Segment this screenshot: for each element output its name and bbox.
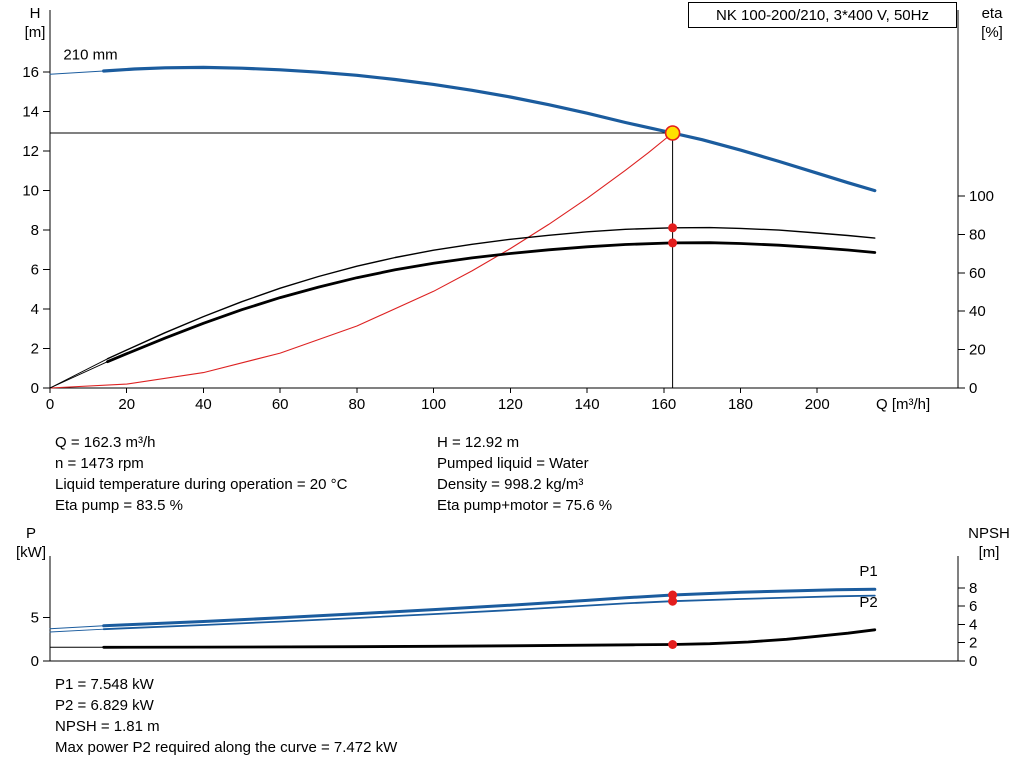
h-axis-symbol: H [29,5,41,22]
npsh-marker [668,640,678,649]
right-axis-tick-label: 0 [969,653,977,670]
duty-point-marker [664,125,681,141]
impeller-diameter-label: 210 mm [63,46,117,63]
head-210mm-curve [102,65,877,193]
result-max-power: Max power P2 required along the curve = … [55,739,398,756]
x-axis-tick-label: 100 [421,396,446,413]
duty-results-col2: H = 12.92 m Pumped liquid = Water Densit… [437,432,612,516]
result-eta-pump-motor: Eta pump+motor = 75.6 % [437,497,613,514]
x-axis-tick-label: 160 [651,396,676,413]
result-flow: Q = 162.3 m³/h [55,434,156,451]
eta-pump-curve [106,226,876,360]
p-axis-label: P [kW] [8,524,54,562]
x-axis-tick-label: 40 [195,396,212,413]
eta-pump-motor-curve [106,241,877,364]
right-axis-tick-label: 6 [969,598,977,615]
left-axis-tick-label: 12 [22,143,39,160]
p1-curve [102,587,877,628]
x-axis-tick-label: 60 [272,396,289,413]
left-axis-tick-label: 16 [22,64,39,81]
left-axis-tick-label: 14 [22,104,39,121]
left-axis-tick-label: 5 [31,609,39,626]
left-axis-tick-label: 4 [31,301,39,318]
right-axis-tick-label: 0 [969,380,977,397]
result-p2: P2 = 6.829 kW [55,697,154,714]
result-density: Density = 998.2 kg/m³ [437,476,584,493]
p2-curve [102,594,876,631]
left-axis-tick-label: 2 [31,341,39,358]
npsh-axis-unit: [m] [978,544,1000,561]
p2-leadin [49,628,105,633]
result-p1: P1 = 7.548 kW [55,676,154,693]
left-axis-tick-label: 0 [31,653,39,670]
x-axis-tick-label: 140 [575,396,600,413]
pump-title-box: NK 100-200/210, 3*400 V, 50Hz [688,2,957,28]
eta-pump-motor-marker [668,238,678,248]
result-pumped-liquid: Pumped liquid = Water [437,455,589,472]
p2-marker [668,596,678,606]
q-axis-unit-label: Q [m³/h] [876,396,931,413]
system-curve [49,132,674,389]
x-axis-tick-label: 0 [46,396,54,413]
eta-pump-marker [668,223,678,233]
left-axis-tick-label: 10 [22,183,39,200]
npsh-axis-symbol: NPSH [968,525,1010,542]
right-axis-tick-label: 8 [969,580,977,597]
duty-results-col1: Q = 162.3 m³/h n = 1473 rpm Liquid tempe… [55,432,347,516]
right-axis-tick-label: 60 [969,265,986,282]
power-results: P1 = 7.548 kW P2 = 6.829 kW NPSH = 1.81 … [55,674,397,758]
left-axis-tick-label: 8 [31,222,39,239]
x-axis-tick-label: 120 [498,396,523,413]
x-axis-tick-label: 20 [118,396,135,413]
p2-curve-label: P2 [859,594,877,611]
right-axis-tick-label: 2 [969,635,977,652]
h-axis-unit: [m] [24,24,46,41]
npsh-curve [102,628,877,649]
eta-pump-motor-leadin [49,361,108,389]
right-axis-tick-label: 100 [969,188,994,205]
x-axis-tick-label: 180 [728,396,753,413]
result-liquid-temperature: Liquid temperature during operation = 20… [55,476,348,493]
right-axis-tick-label: 20 [969,342,986,359]
left-axis-tick-label: 6 [31,262,39,279]
right-axis-tick-label: 80 [969,226,986,243]
h-axis-label: H [m] [16,4,54,42]
right-axis-tick-label: 40 [969,303,986,320]
npsh-axis-label: NPSH [m] [960,524,1018,562]
x-axis-tick-label: 200 [805,396,830,413]
p-axis-unit: [kW] [16,544,46,561]
p1-curve-label: P1 [859,563,877,580]
eta-axis-unit: [%] [981,24,1003,41]
p1-leadin [49,625,105,630]
x-axis-tick-label: 80 [349,396,366,413]
right-axis-tick-label: 4 [969,616,977,633]
eta-axis-label: eta [%] [968,4,1016,42]
pump-title: NK 100-200/210, 3*400 V, 50Hz [716,6,929,24]
p1-marker [668,590,678,600]
result-eta-pump: Eta pump = 83.5 % [55,497,183,514]
result-speed: n = 1473 rpm [55,455,144,472]
result-npsh: NPSH = 1.81 m [55,718,160,735]
head-210mm-leadin [49,70,105,75]
left-axis-tick-label: 0 [31,380,39,397]
result-head: H = 12.92 m [437,434,520,451]
eta-axis-symbol: eta [981,5,1003,22]
p-axis-symbol: P [25,525,36,542]
